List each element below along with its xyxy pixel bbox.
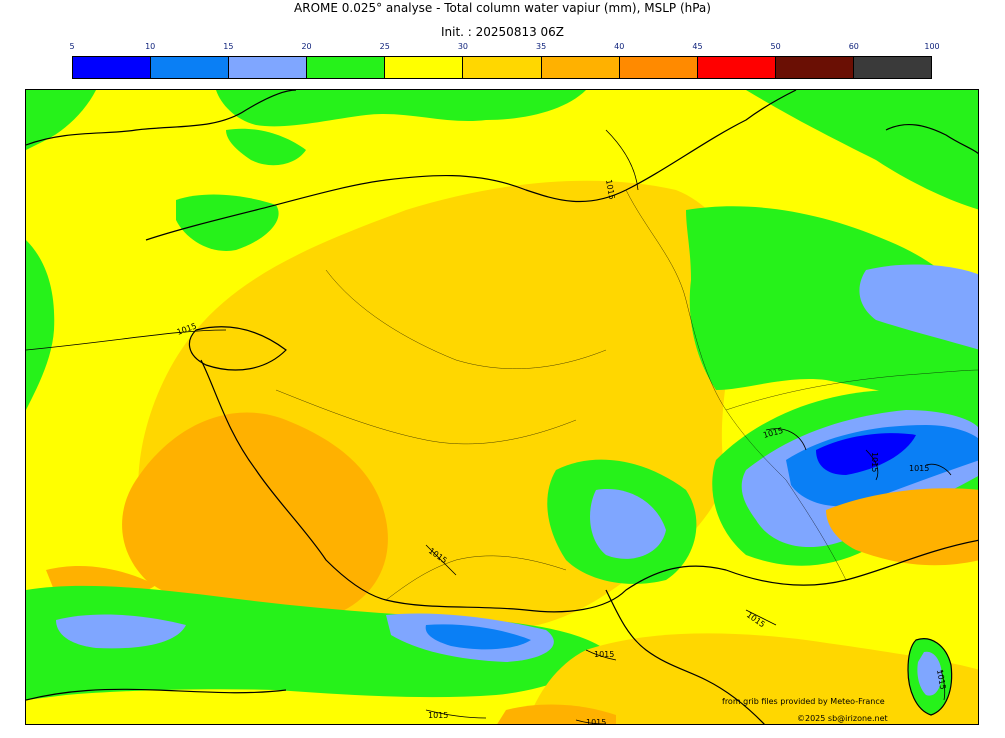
copyright-credit: ©2025 sb@irizone.net — [797, 714, 888, 723]
colorbar-tick-label: 10 — [145, 42, 156, 51]
colorbar-segment — [229, 57, 308, 78]
colorbar-tick-label: 50 — [770, 42, 781, 51]
colorbar-tick-label: 20 — [301, 42, 312, 51]
colorbar-tick-label: 35 — [535, 42, 547, 51]
colorbar-segment — [619, 57, 698, 78]
water-vapour-map: 1015 1015 1015 1015 1015 1015 1015 1015 … — [26, 90, 978, 725]
colorbar-segment — [73, 57, 152, 78]
source-credit: from grib files provided by Meteo-France — [722, 697, 885, 706]
colorbar-tick-label: 25 — [379, 42, 390, 51]
colorbar-tick-label: 100 — [924, 42, 940, 51]
map-panel: 1015 1015 1015 1015 1015 1015 1015 1015 … — [25, 89, 979, 725]
colorbar-segment — [775, 57, 854, 78]
colorbar-segment — [463, 57, 542, 78]
colorbar-segment — [541, 57, 620, 78]
colorbar-segment — [307, 57, 386, 78]
colorbar-tick-label: 15 — [223, 42, 234, 51]
isobar-label: 1015 — [604, 179, 616, 201]
isobar-label: 1015 — [870, 452, 879, 472]
isobar-label: 1015 — [428, 711, 448, 720]
colorbar-segment — [697, 57, 776, 78]
isobar-label: 1015 — [935, 669, 947, 691]
colorbar-segment — [151, 57, 230, 78]
colorbar-segment — [853, 57, 932, 78]
colorbar-tick-label: 60 — [848, 42, 859, 51]
isobar-label: 1015 — [594, 650, 614, 659]
colorbar-tick-label: 45 — [692, 42, 703, 51]
isobar-label: 1015 — [586, 718, 606, 725]
map-title: AROME 0.025° analyse - Total column wate… — [294, 1, 711, 15]
isobar-label: 1015 — [909, 464, 929, 473]
colorbar-tick-label: 5 — [69, 42, 75, 51]
colorbar-tick-label: 40 — [614, 42, 625, 51]
colorbar — [72, 56, 932, 79]
init-time: Init. : 20250813 06Z — [440, 25, 565, 39]
colorbar-ticks: 5 10 15 20 25 30 35 40 45 50 60 100 — [69, 42, 939, 54]
colorbar-segment — [385, 57, 464, 78]
colorbar-tick-label: 30 — [457, 42, 468, 51]
